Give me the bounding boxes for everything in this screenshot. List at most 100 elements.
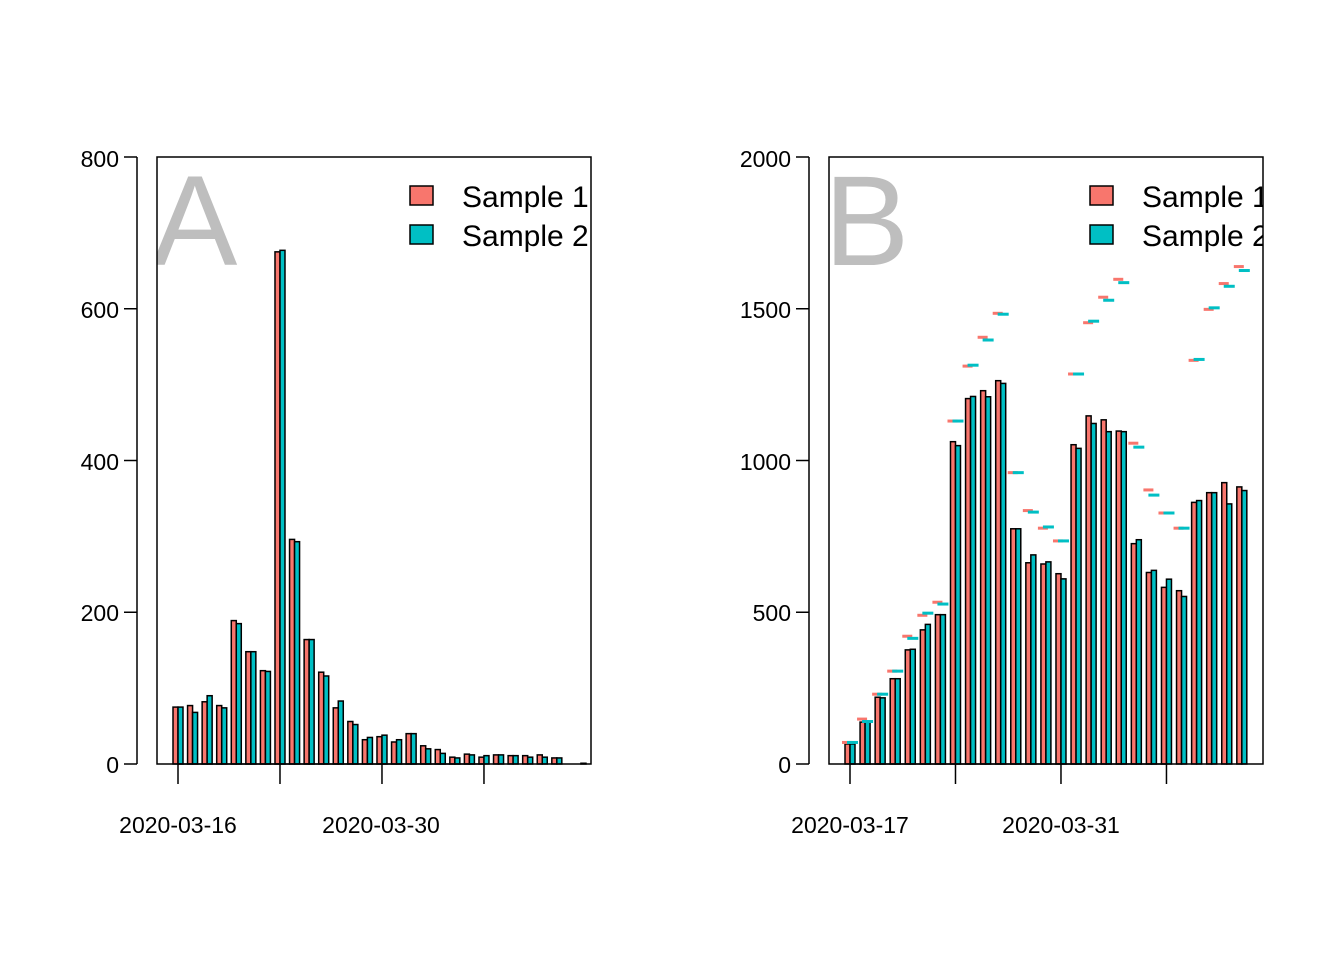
mark-sample-2 xyxy=(877,692,889,696)
mark-sample-2 xyxy=(892,669,904,673)
bar-sample-2 xyxy=(512,754,519,765)
mark-sample-1 xyxy=(1203,307,1214,311)
mark-sample-2 xyxy=(1148,493,1160,497)
mark-sample-1 xyxy=(977,335,988,339)
mark-sample-2 xyxy=(1103,298,1115,302)
bar-sample-2 xyxy=(235,622,243,765)
mark-sample-1 xyxy=(1143,488,1154,492)
bars-b xyxy=(842,265,1250,765)
bar-sample-2 xyxy=(849,743,856,765)
mark-sample-1 xyxy=(902,634,913,638)
bar-sample-2 xyxy=(894,677,901,765)
y-tick-label: 2000 xyxy=(740,146,791,172)
bar-sample-2 xyxy=(1226,503,1233,765)
bar-sample-2 xyxy=(1195,499,1203,765)
mark-sample-1 xyxy=(1098,295,1109,299)
bar-sample-2 xyxy=(1210,491,1218,765)
mark-sample-1 xyxy=(1233,265,1244,269)
mark-sample-1 xyxy=(1128,441,1139,445)
bar-sample-2 xyxy=(1150,569,1158,765)
mark-sample-2 xyxy=(1133,445,1145,449)
bar-sample-2 xyxy=(909,648,917,765)
mark-sample-2 xyxy=(1012,471,1024,475)
mark-sample-2 xyxy=(1042,525,1054,529)
mark-sample-2 xyxy=(847,740,858,744)
y-tick-label: 200 xyxy=(81,600,119,626)
mark-sample-2 xyxy=(1178,526,1190,530)
bar-sample-2 xyxy=(1241,489,1248,765)
bar-sample-2 xyxy=(381,734,388,765)
bar-sample-2 xyxy=(999,382,1007,765)
bar-sample-2 xyxy=(177,706,184,765)
panel-letter-a: A xyxy=(152,150,238,293)
mark-sample-1 xyxy=(1218,282,1229,286)
bar-sample-2 xyxy=(366,736,374,765)
bar-sample-2 xyxy=(969,395,977,765)
bar-sample-2 xyxy=(1030,554,1037,765)
mark-sample-2 xyxy=(952,419,964,423)
mark-sample-2 xyxy=(1057,539,1069,543)
y-tick-label: 600 xyxy=(81,297,119,323)
axes-b xyxy=(796,156,1264,784)
bar-sample-2 xyxy=(1120,430,1128,765)
legend-label-sample-1: Sample 1 xyxy=(462,181,589,214)
mark-sample-2 xyxy=(997,312,1009,316)
bar-sample-2 xyxy=(864,721,871,765)
bar-sample-2 xyxy=(1105,430,1112,765)
legend-swatch-sample-1 xyxy=(409,185,434,206)
bar-sample-2 xyxy=(556,757,563,765)
bar-sample-2 xyxy=(308,638,315,765)
legend-label-sample-2: Sample 2 xyxy=(1142,220,1269,253)
x-tick-label: 2020-03-16 xyxy=(119,812,237,838)
legend-a: Sample 1 Sample 2 xyxy=(409,181,589,253)
mark-sample-2 xyxy=(967,363,979,367)
bar-sample-2 xyxy=(410,732,417,765)
mark-sample-2 xyxy=(1073,372,1085,376)
bar-sample-2 xyxy=(352,723,359,765)
legend-swatch-sample-2 xyxy=(1089,224,1114,245)
y-tick-label: 400 xyxy=(81,449,119,475)
mark-sample-2 xyxy=(1193,357,1205,361)
mark-sample-2 xyxy=(1118,281,1130,285)
mark-sample-2 xyxy=(907,636,919,640)
bar-sample-2 xyxy=(879,697,886,765)
mark-sample-1 xyxy=(1113,277,1124,281)
x-tick-label: 2020-03-30 xyxy=(322,812,440,838)
panel-a: A Sample 1 Sample 2 2020-03-16 2020-03-3… xyxy=(81,146,592,838)
mark-sample-2 xyxy=(1088,319,1100,323)
mark-sample-1 xyxy=(857,717,868,721)
bar-sample-2 xyxy=(439,752,447,765)
bar-sample-2 xyxy=(395,738,403,765)
bar-sample-2 xyxy=(264,670,272,765)
panel-letter-b: B xyxy=(824,150,909,293)
bar-sample-2 xyxy=(1180,595,1188,765)
y-tick-label: 800 xyxy=(81,146,119,172)
bar-sample-2 xyxy=(483,754,490,765)
bar-sample-2 xyxy=(206,694,213,765)
bar-sample-2 xyxy=(497,754,505,765)
panel-b: B Sample 1 Sample 2 2020-03-17 2020-03-3… xyxy=(740,146,1269,838)
bar-sample-2 xyxy=(1045,561,1052,765)
bar-sample-2 xyxy=(939,613,947,765)
bar-sample-2 xyxy=(1060,578,1067,765)
mark-sample-1 xyxy=(1022,509,1033,513)
mark-sample-2 xyxy=(1208,306,1220,310)
bar-sample-2 xyxy=(1090,422,1097,765)
bar-sample-2 xyxy=(954,444,962,765)
y-tick-label: 1000 xyxy=(740,449,791,475)
mark-sample-2 xyxy=(1223,284,1235,288)
y-tick-label: 0 xyxy=(106,752,119,778)
bar-sample-2 xyxy=(250,650,257,765)
mark-sample-1 xyxy=(932,600,943,604)
bar-sample-2 xyxy=(279,249,286,765)
axes-a xyxy=(124,156,592,784)
bar-sample-2 xyxy=(468,754,476,765)
mark-sample-2 xyxy=(922,611,934,615)
y-tick-label: 0 xyxy=(778,752,791,778)
bar-sample-2 xyxy=(322,675,330,765)
x-tick-label: 2020-03-31 xyxy=(1002,812,1120,838)
bar-sample-2 xyxy=(191,711,199,765)
mark-sample-2 xyxy=(937,602,949,606)
bar-sample-2 xyxy=(1135,538,1143,765)
